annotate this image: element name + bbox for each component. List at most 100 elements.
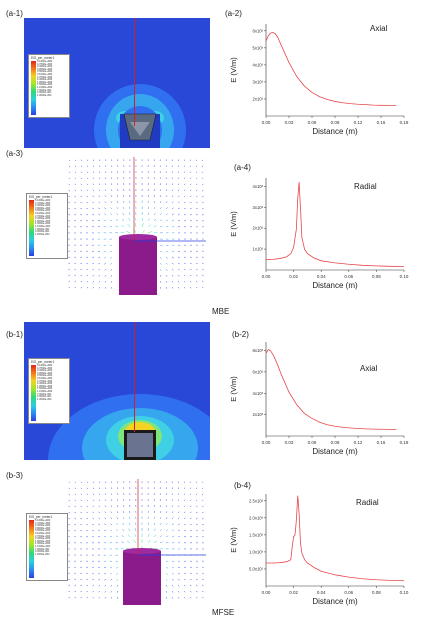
- field-arrow: [110, 262, 113, 265]
- field-arrow: [183, 596, 186, 599]
- field-simulation-b1: EIS_per_meter1 5.1000e+000 4.7000e+000 4.…: [24, 322, 210, 460]
- series-line: [265, 182, 405, 267]
- field-arrow: [177, 481, 179, 484]
- field-arrow: [104, 511, 107, 514]
- chart-a4: 0.00 0.02 0.04 0.06 0.08 0.10 1x10³ 2x10³ 3x10³ 4…: [226, 170, 412, 294]
- field-arrow: [183, 566, 186, 568]
- field-arrow: [159, 177, 161, 180]
- field-arrow: [189, 214, 192, 216]
- field-arrow: [111, 481, 113, 484]
- field-arrow: [159, 511, 162, 514]
- field-arrow: [92, 177, 95, 180]
- field-arrow: [74, 274, 77, 277]
- field-arrow: [74, 189, 77, 192]
- field-arrow: [109, 535, 113, 538]
- field-arrow: [171, 165, 173, 168]
- field-arrow: [74, 262, 77, 264]
- field-arrow: [159, 250, 163, 253]
- field-arrow: [201, 487, 204, 490]
- field-arrow: [80, 280, 83, 283]
- field-arrow: [86, 280, 89, 283]
- field-arrow: [110, 274, 113, 277]
- field-arrow: [189, 578, 192, 581]
- x-tick-label: 0.15: [377, 120, 386, 125]
- field-arrow: [92, 189, 95, 192]
- x-tick-label: 0.06: [308, 120, 317, 125]
- field-arrow: [104, 578, 107, 581]
- field-arrow: [98, 596, 101, 599]
- field-arrow: [171, 274, 174, 277]
- field-arrow: [195, 511, 198, 514]
- field-arrow: [68, 481, 71, 484]
- field-arrow: [116, 578, 119, 581]
- field-arrow: [135, 522, 137, 526]
- y-tick-label: 2.5x10³: [249, 498, 264, 503]
- field-arrow: [153, 534, 157, 538]
- field-arrow: [183, 250, 186, 252]
- field-arrow: [86, 250, 89, 252]
- field-arrow: [74, 256, 77, 258]
- field-arrow: [86, 493, 89, 496]
- field-arrow: [110, 499, 113, 502]
- field-arrow: [183, 286, 186, 289]
- chart-annotation-b2: Axial: [360, 364, 378, 373]
- field-arrow: [177, 505, 180, 508]
- field-arrow: [74, 524, 77, 526]
- y-tick-label: 1x10³: [253, 247, 264, 252]
- field-arrow: [68, 280, 71, 283]
- field-arrow: [116, 207, 119, 210]
- field-arrow: [99, 165, 101, 168]
- field-arrow: [177, 536, 181, 538]
- field-arrow: [159, 535, 163, 538]
- field-arrow: [189, 596, 192, 599]
- field-arrow: [165, 578, 168, 581]
- field-arrow: [147, 231, 152, 234]
- field-arrow: [159, 256, 162, 259]
- field-arrow: [128, 528, 131, 532]
- chart-b2: 0.00 0.03 0.06 0.09 0.12 0.15 0.18 2x10³ 4x10³ 6x…: [226, 334, 412, 460]
- field-arrow: [165, 268, 168, 271]
- field-arrow: [92, 578, 95, 581]
- field-arrow: [171, 207, 174, 210]
- field-arrow: [68, 268, 71, 270]
- field-arrow: [80, 487, 83, 490]
- panel-label-b4: (b-4): [234, 481, 251, 490]
- field-arrow: [68, 195, 71, 198]
- field-arrow: [122, 516, 125, 520]
- field-arrow: [115, 535, 119, 538]
- field-arrow: [97, 226, 101, 228]
- field-arrow: [116, 529, 119, 532]
- x-tick-label: 0.09: [331, 440, 340, 445]
- field-arrow: [189, 499, 192, 502]
- field-arrow: [189, 590, 192, 593]
- field-arrow: [80, 177, 83, 180]
- field-arrow: [195, 493, 198, 496]
- x-tick-label: 0.06: [344, 590, 353, 595]
- legend-ticks-a1: 5.1000e+000 4.7000e+000 4.3000e+000 3.9000…: [37, 60, 53, 97]
- x-tick-label: 0.10: [400, 274, 409, 279]
- chart-annotation-b4: Radial: [356, 498, 379, 507]
- field-arrow: [195, 505, 198, 508]
- field-arrow: [171, 226, 175, 228]
- field-arrow: [165, 529, 168, 532]
- field-arrow: [116, 505, 119, 508]
- field-arrow: [134, 533, 137, 538]
- field-arrow: [74, 584, 77, 586]
- field-arrow: [165, 517, 168, 520]
- panel-label-b2: (b-2): [232, 330, 249, 339]
- field-arrow: [104, 207, 107, 210]
- field-arrow: [159, 286, 161, 289]
- field-arrow: [98, 487, 101, 490]
- field-arrow: [116, 523, 119, 526]
- field-arrow: [123, 189, 125, 192]
- field-arrow: [195, 280, 198, 283]
- field-arrow: [189, 268, 192, 271]
- field-arrow: [109, 560, 113, 562]
- field-arrow: [159, 280, 162, 283]
- field-arrow: [92, 207, 95, 210]
- field-arrow: [159, 493, 161, 496]
- field-arrow: [80, 524, 83, 526]
- field-arrow: [86, 262, 89, 265]
- field-arrow: [183, 536, 187, 538]
- field-arrow: [98, 262, 101, 265]
